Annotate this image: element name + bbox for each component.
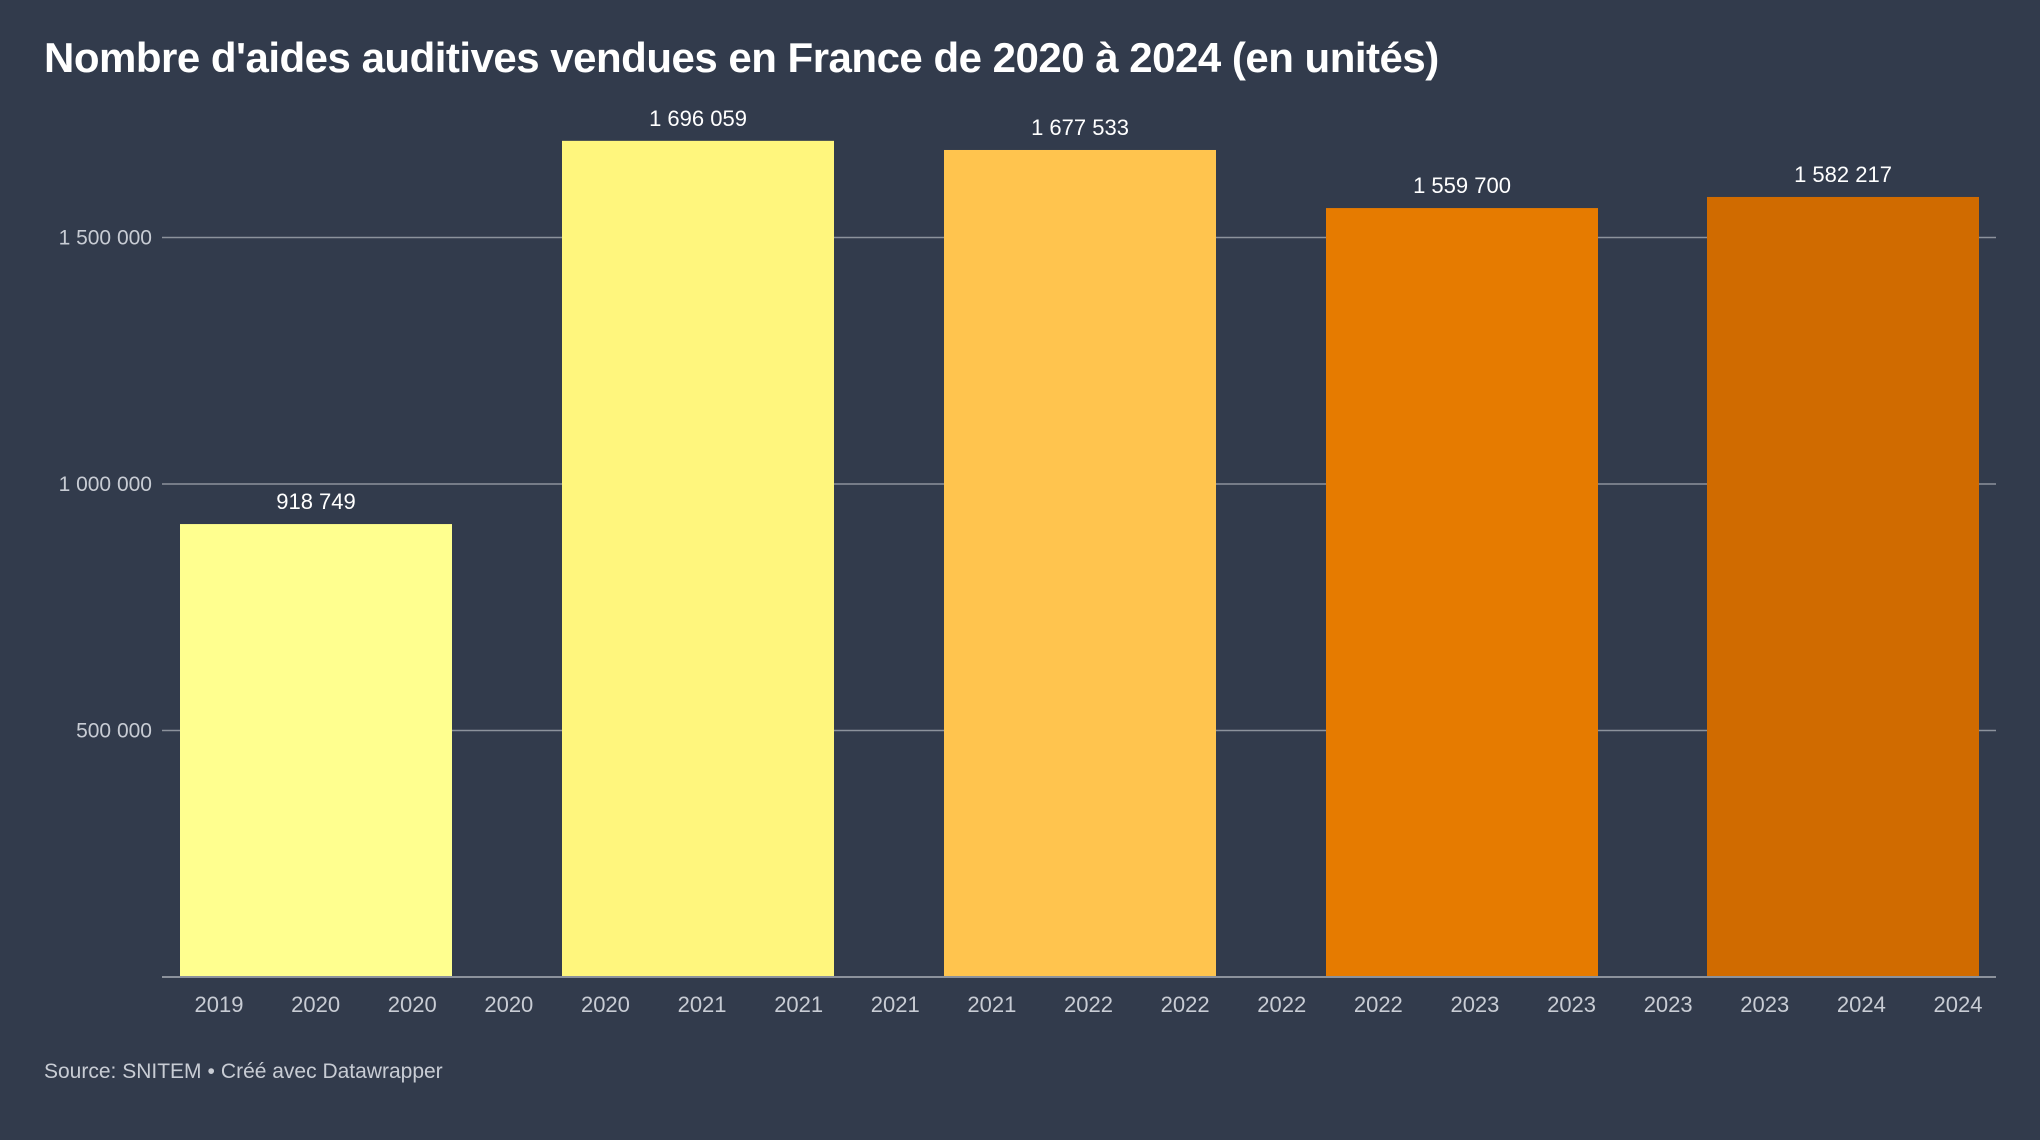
bars (180, 140, 1979, 978)
bar-2 (944, 149, 1216, 978)
x-tick-label-3: 2020 (484, 992, 533, 1017)
x-tick-label-10: 2022 (1161, 992, 1210, 1017)
y-tick-label: 1 000 000 (59, 473, 152, 496)
source-text: Source: SNITEM (44, 1060, 202, 1083)
x-tick-label-1: 2020 (291, 992, 340, 1017)
y-tick-label: 500 000 (76, 720, 152, 743)
footer: Source: SNITEM • Créé avec Datawrapper (44, 1060, 443, 1084)
credit-text: Créé avec Datawrapper (220, 1060, 443, 1083)
chart-title: Nombre d'aides auditives vendues en Fran… (44, 34, 1439, 81)
bar-4 (1707, 196, 1979, 977)
x-tick-label-5: 2021 (678, 992, 727, 1017)
x-tick-label-11: 2022 (1257, 992, 1306, 1017)
x-tick-label-8: 2021 (967, 992, 1016, 1017)
x-tick-label-13: 2023 (1450, 992, 1499, 1017)
bar-0 (180, 524, 452, 977)
data-label-3: 1 559 700 (1413, 173, 1511, 198)
y-tick-label: 1 500 000 (59, 227, 152, 250)
x-tick-label-15: 2023 (1644, 992, 1693, 1017)
data-label-4: 1 582 217 (1794, 162, 1892, 187)
bar-1 (562, 140, 834, 978)
x-tick-label-6: 2021 (774, 992, 823, 1017)
x-tick-label-14: 2023 (1547, 992, 1596, 1017)
bar-3 (1326, 208, 1598, 978)
x-tick-label-0: 2019 (195, 992, 244, 1017)
x-tick-label-7: 2021 (871, 992, 920, 1017)
x-tick-label-12: 2022 (1354, 992, 1403, 1017)
x-tick-label-16: 2023 (1740, 992, 1789, 1017)
footer-separator: • (207, 1060, 215, 1083)
x-tick-label-18: 2024 (1934, 992, 1983, 1017)
data-label-1: 1 696 059 (649, 106, 747, 131)
x-tick-label-4: 2020 (581, 992, 630, 1017)
data-label-2: 1 677 533 (1031, 115, 1129, 140)
data-label-0: 918 749 (276, 489, 356, 514)
data-labels: 918 749 1 696 059 1 677 533 1 559 700 1 582 … (276, 106, 1892, 514)
x-axis-ticks: 2019 2020 2020 2020 2020 2021 2021 2021 2021 2022… (195, 992, 1983, 1017)
x-tick-label-9: 2022 (1064, 992, 1113, 1017)
x-tick-label-2: 2020 (388, 992, 437, 1017)
x-tick-label-17: 2024 (1837, 992, 1886, 1017)
